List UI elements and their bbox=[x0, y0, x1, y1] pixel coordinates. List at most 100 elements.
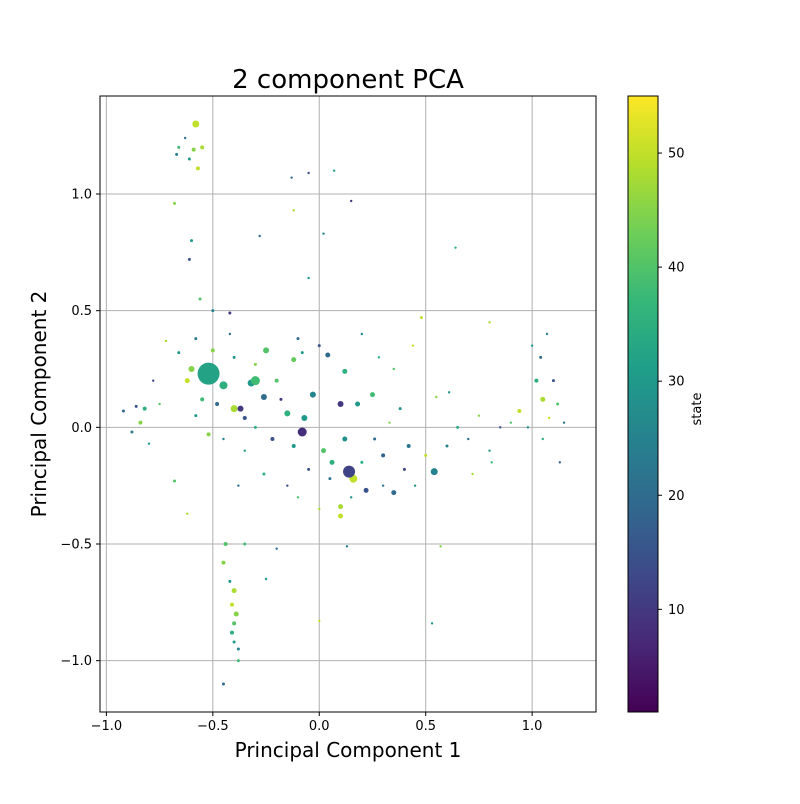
colorbar-tick-label: 40 bbox=[668, 261, 685, 276]
data-point bbox=[558, 461, 562, 464]
data-point bbox=[349, 199, 353, 203]
data-point bbox=[321, 448, 327, 454]
data-point bbox=[540, 396, 546, 402]
data-point bbox=[517, 409, 522, 413]
data-point bbox=[296, 337, 300, 341]
data-point bbox=[534, 378, 539, 383]
data-point bbox=[258, 234, 261, 238]
data-point bbox=[388, 421, 391, 424]
y-axis-title: Principal Component 2 bbox=[27, 291, 51, 518]
data-point bbox=[198, 297, 202, 301]
data-point bbox=[337, 401, 344, 407]
data-point bbox=[219, 381, 228, 390]
data-point bbox=[260, 394, 267, 400]
chart-title: 2 component PCA bbox=[232, 65, 464, 95]
data-point bbox=[284, 410, 291, 417]
data-point bbox=[232, 621, 237, 626]
y-tick-label: −1.0 bbox=[60, 654, 92, 669]
data-point bbox=[200, 145, 205, 150]
data-point bbox=[242, 416, 247, 420]
data-point bbox=[360, 332, 364, 336]
data-point bbox=[275, 547, 278, 550]
data-point bbox=[264, 577, 268, 581]
data-point bbox=[430, 622, 434, 625]
data-point bbox=[490, 461, 493, 464]
data-point bbox=[562, 421, 566, 424]
data-point bbox=[477, 414, 481, 417]
data-point bbox=[411, 344, 415, 347]
data-point bbox=[200, 397, 205, 402]
data-point bbox=[290, 176, 293, 179]
data-point bbox=[318, 507, 321, 511]
data-point bbox=[342, 368, 348, 374]
data-point bbox=[360, 460, 364, 464]
data-point bbox=[236, 647, 240, 651]
data-point bbox=[121, 409, 125, 413]
data-point bbox=[194, 337, 198, 341]
data-point bbox=[232, 640, 236, 644]
data-point bbox=[307, 276, 310, 280]
colorbar-tick-label: 20 bbox=[668, 489, 685, 504]
x-tick-label: 0.5 bbox=[415, 719, 436, 734]
data-point bbox=[355, 401, 361, 407]
data-point bbox=[187, 257, 191, 261]
data-point bbox=[471, 472, 474, 476]
data-point bbox=[332, 169, 336, 172]
data-point bbox=[237, 484, 240, 487]
data-point bbox=[130, 430, 134, 434]
x-axis-ticks: −1.0 −0.5 0.0 0.5 1.0 bbox=[91, 712, 542, 734]
y-tick-label: −0.5 bbox=[60, 538, 92, 553]
data-point bbox=[307, 171, 310, 175]
data-point bbox=[381, 453, 386, 458]
data-point bbox=[406, 444, 411, 448]
data-point bbox=[164, 339, 168, 343]
x-tick-label: 0.0 bbox=[309, 719, 330, 734]
data-point bbox=[221, 560, 226, 565]
data-point bbox=[419, 316, 423, 320]
data-point bbox=[454, 246, 457, 249]
data-point bbox=[228, 311, 232, 315]
data-point bbox=[556, 402, 560, 406]
data-point bbox=[322, 232, 325, 235]
data-point bbox=[363, 487, 369, 493]
x-tick-label: −1.0 bbox=[91, 719, 123, 734]
data-point bbox=[190, 239, 194, 243]
data-points bbox=[121, 120, 566, 686]
y-tick-label: 0.5 bbox=[71, 304, 92, 319]
data-point bbox=[381, 484, 385, 487]
y-tick-label: 1.0 bbox=[71, 188, 92, 203]
data-point bbox=[300, 351, 304, 355]
data-point bbox=[325, 352, 331, 358]
data-point bbox=[342, 436, 348, 442]
data-point bbox=[229, 630, 234, 635]
data-point bbox=[211, 309, 215, 313]
data-point bbox=[509, 421, 513, 424]
data-point bbox=[413, 484, 417, 487]
data-point bbox=[467, 437, 470, 441]
data-point bbox=[210, 348, 215, 353]
data-point bbox=[250, 376, 260, 386]
data-point bbox=[424, 453, 428, 457]
data-point bbox=[343, 465, 356, 478]
data-point bbox=[173, 201, 177, 205]
x-axis-title: Principal Component 1 bbox=[235, 738, 462, 762]
data-point bbox=[373, 437, 377, 441]
data-point bbox=[187, 157, 191, 161]
data-point bbox=[526, 426, 530, 429]
data-point bbox=[345, 545, 349, 548]
data-point bbox=[488, 449, 491, 452]
colorbar-tick-label: 50 bbox=[668, 147, 685, 162]
data-point bbox=[435, 395, 438, 399]
data-point bbox=[233, 611, 239, 617]
data-point bbox=[499, 426, 502, 429]
data-point bbox=[270, 437, 275, 441]
data-point bbox=[296, 496, 300, 499]
data-point bbox=[291, 357, 297, 363]
data-point bbox=[183, 136, 187, 140]
data-point bbox=[262, 472, 266, 476]
data-point bbox=[377, 356, 381, 359]
data-point bbox=[134, 404, 138, 408]
data-point bbox=[279, 397, 283, 401]
